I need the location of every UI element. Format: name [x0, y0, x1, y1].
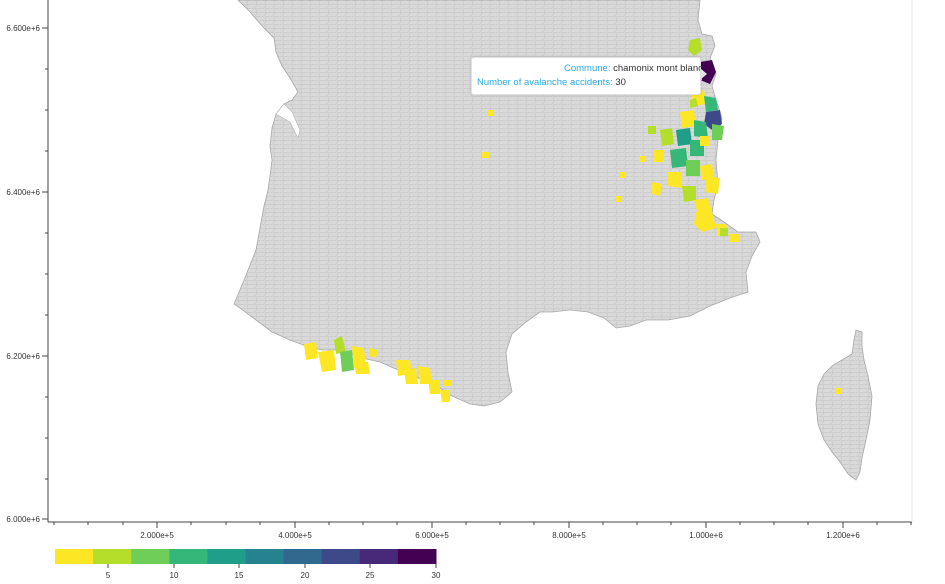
color-bar-swatch [207, 549, 246, 564]
color-bar-legend: 5 10 15 20 25 30 [55, 549, 441, 580]
color-bar-swatch [283, 549, 323, 564]
color-bar-label: 20 [301, 571, 310, 580]
color-bar-swatch [93, 549, 132, 564]
x-tick-label: 1.000e+6 [689, 531, 723, 540]
isolated-commune[interactable] [488, 110, 494, 116]
color-bar-swatch [397, 549, 437, 564]
color-bar-swatch [55, 549, 94, 564]
tooltip-accidents-key: Number of avalanche accidents: [477, 77, 613, 88]
y-tick-label: 6.000e+6 [6, 515, 40, 524]
tooltip-commune-value: chamonix mont blanc [613, 63, 703, 74]
tooltip-commune-key: Commune: [564, 63, 611, 74]
x-tick-label: 4.000e+5 [278, 531, 312, 540]
isolated-commune[interactable] [482, 152, 490, 158]
y-tick-label: 6.600e+6 [6, 24, 40, 33]
color-bar-label: 25 [366, 571, 375, 580]
x-tick-label: 1.200e+6 [826, 531, 860, 540]
x-tick-label: 6.000e+5 [415, 531, 449, 540]
color-bar-swatch [169, 549, 208, 564]
corsica-commune[interactable] [836, 388, 842, 394]
x-tick-label: 2.000e+5 [140, 531, 174, 540]
corsica-region[interactable] [815, 329, 873, 481]
y-tick-label: 6.200e+6 [6, 352, 40, 361]
color-bar-swatch [359, 549, 399, 564]
x-axis: 2.000e+5 4.000e+5 6.000e+5 8.000e+5 1.00… [53, 522, 912, 540]
color-bar-swatch [245, 549, 285, 564]
color-bar-label: 15 [235, 571, 244, 580]
color-bar-label: 10 [170, 571, 179, 580]
color-bar-label: 30 [432, 571, 441, 580]
tooltip-accidents-value: 30 [615, 77, 626, 88]
color-bar-swatch [321, 549, 361, 564]
tooltip-arrow [700, 68, 707, 80]
x-tick-label: 8.000e+5 [552, 531, 586, 540]
y-axis: 6.600e+6 6.400e+6 6.200e+6 6.000e+6 [6, 24, 48, 524]
y-tick-label: 6.400e+6 [6, 188, 40, 197]
color-bar-swatch [131, 549, 170, 564]
color-bar-label: 5 [106, 571, 111, 580]
hover-tooltip: Commune: chamonix mont blanc Number of a… [471, 57, 707, 95]
pyrenees-avalanche-communes[interactable] [304, 336, 452, 402]
